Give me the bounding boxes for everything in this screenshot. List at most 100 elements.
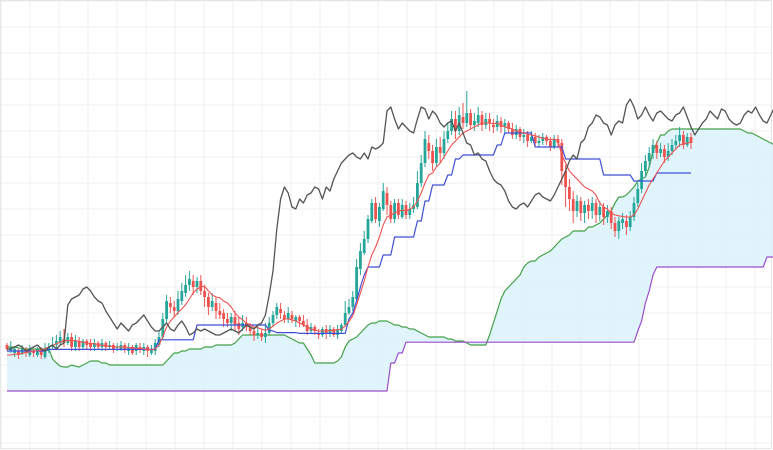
candle-body: [81, 341, 85, 347]
candle-body: [685, 137, 689, 145]
chikou-span-line: [7, 98, 773, 352]
candle-body: [678, 135, 681, 141]
tenkan-sen-line: [7, 122, 692, 356]
candle-body: [473, 121, 476, 125]
candle-body: [378, 207, 381, 221]
leading-spans: [7, 128, 773, 392]
candle-body: [400, 205, 404, 217]
candle-body: [248, 327, 252, 331]
candle-body: [636, 189, 640, 203]
candle-body: [644, 161, 647, 171]
candle-body: [290, 315, 294, 319]
candle-body: [264, 333, 267, 337]
candle-body: [275, 307, 279, 315]
candle-body: [625, 221, 628, 227]
candle-body: [381, 191, 385, 209]
candle-body: [332, 329, 336, 335]
candle-body: [180, 291, 184, 301]
candle-body: [389, 205, 393, 219]
candle-body: [522, 135, 526, 137]
candle-body: [260, 333, 263, 337]
candle-body: [210, 301, 214, 307]
candle-body: [533, 137, 537, 143]
candle-body: [138, 347, 142, 349]
candle-body: [207, 297, 210, 307]
candle-body: [39, 349, 43, 355]
candle-body: [55, 341, 58, 345]
candle-body: [355, 267, 358, 299]
indicator-lines: [7, 98, 773, 356]
candle-body: [93, 343, 96, 347]
ichimoku-cloud: [7, 129, 773, 391]
candle-body: [632, 203, 636, 217]
senkou-span-b-line: [7, 256, 773, 392]
candle-body: [495, 121, 499, 127]
candle-body: [70, 337, 73, 347]
candle-body: [150, 349, 153, 353]
candle-body: [153, 343, 157, 351]
candle-body: [233, 317, 237, 325]
candle-body: [621, 219, 624, 223]
candle-body: [454, 119, 457, 131]
candle-body: [226, 319, 229, 323]
candle-body: [229, 317, 233, 323]
candle-body: [351, 297, 355, 307]
candle-body: [674, 141, 678, 145]
candle-body: [651, 145, 655, 153]
candle-body: [199, 281, 203, 291]
candle-body: [446, 131, 450, 139]
candle-body: [24, 351, 28, 353]
candle-body: [640, 171, 643, 189]
candle-body: [191, 281, 195, 287]
candle-body: [279, 309, 282, 313]
candle-body: [416, 183, 419, 207]
candle-body: [393, 203, 396, 219]
candle-body: [58, 337, 62, 343]
candle-body: [598, 207, 602, 215]
candle-body: [222, 313, 225, 319]
candle-body: [374, 203, 377, 219]
candle-body: [218, 311, 222, 315]
candle-body: [408, 209, 412, 215]
candle-body: [484, 119, 488, 125]
candle-body: [507, 123, 510, 129]
candle-body: [366, 219, 370, 239]
candle-body: [469, 113, 472, 125]
candle-body: [294, 317, 298, 321]
candle-body: [689, 137, 693, 143]
candle-body: [359, 251, 362, 269]
candle-body: [602, 207, 605, 217]
candle-body: [541, 137, 545, 141]
candle-body: [203, 291, 206, 297]
candle-body: [347, 307, 351, 313]
candle-body: [503, 123, 507, 127]
candle-body: [17, 351, 20, 355]
candle-body: [66, 337, 70, 343]
candle-body: [659, 149, 662, 153]
candle-body: [89, 343, 92, 347]
candle-body: [214, 303, 218, 311]
candle-body: [404, 205, 408, 215]
candle-body: [423, 139, 427, 163]
candle-body: [655, 145, 659, 153]
candle-body: [36, 349, 39, 355]
candle-body: [526, 135, 529, 141]
candle-body: [74, 341, 77, 347]
candle-body: [286, 313, 290, 319]
candle-body: [188, 279, 191, 285]
candlesticks: [5, 91, 693, 359]
candle-body: [492, 125, 495, 127]
candle-body: [184, 285, 187, 293]
candle-body: [313, 327, 317, 331]
candle-body: [617, 221, 621, 231]
candle-body: [252, 331, 256, 335]
candle-body: [77, 341, 81, 347]
candle-body: [256, 333, 260, 335]
cloud-fill: [7, 129, 773, 391]
candle-body: [385, 193, 389, 205]
candle-body: [682, 135, 685, 145]
candle-body: [476, 115, 480, 123]
candle-body: [663, 149, 666, 157]
